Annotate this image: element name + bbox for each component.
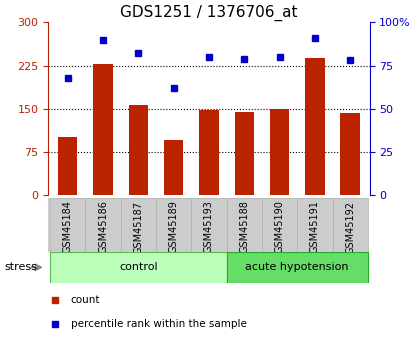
- Text: GSM45186: GSM45186: [98, 200, 108, 253]
- Bar: [227, 252, 368, 283]
- Bar: [50, 252, 227, 283]
- Bar: [164, 140, 184, 195]
- Text: GSM45193: GSM45193: [204, 200, 214, 253]
- Bar: [305, 58, 325, 195]
- Title: GDS1251 / 1376706_at: GDS1251 / 1376706_at: [120, 5, 298, 21]
- Bar: [156, 198, 191, 252]
- Text: GSM45189: GSM45189: [169, 200, 178, 253]
- Bar: [270, 109, 289, 195]
- Text: GSM45187: GSM45187: [133, 200, 143, 254]
- Bar: [58, 137, 77, 195]
- Bar: [227, 198, 262, 252]
- Bar: [93, 64, 113, 195]
- Text: acute hypotension: acute hypotension: [245, 263, 349, 272]
- Bar: [50, 198, 85, 252]
- Bar: [234, 111, 254, 195]
- Text: GSM45192: GSM45192: [345, 200, 355, 254]
- Text: stress: stress: [4, 263, 37, 272]
- Bar: [121, 198, 156, 252]
- Text: GSM45191: GSM45191: [310, 200, 320, 253]
- Text: GSM45188: GSM45188: [239, 200, 249, 253]
- Bar: [85, 198, 121, 252]
- Bar: [262, 198, 297, 252]
- Text: GSM45190: GSM45190: [275, 200, 285, 253]
- Bar: [297, 198, 333, 252]
- Text: control: control: [119, 263, 158, 272]
- Bar: [333, 198, 368, 252]
- Bar: [129, 105, 148, 195]
- Bar: [341, 113, 360, 195]
- Text: GSM45184: GSM45184: [63, 200, 73, 253]
- Bar: [191, 198, 227, 252]
- Text: count: count: [71, 295, 100, 305]
- Bar: [199, 110, 219, 195]
- Text: percentile rank within the sample: percentile rank within the sample: [71, 319, 247, 329]
